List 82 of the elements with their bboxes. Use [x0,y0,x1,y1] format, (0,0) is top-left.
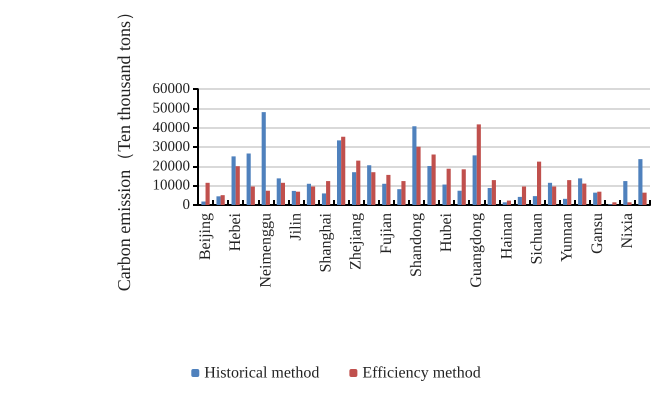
bar [292,190,296,205]
y-tick-label: 10000 [152,178,190,194]
bar [442,184,447,205]
bar [492,180,496,205]
bar [322,193,326,205]
bar [266,190,270,205]
x-tick-label: Zhejiang [348,213,365,270]
legend-label: Efficiency method [362,364,481,382]
y-tick-label: 60000 [152,81,190,98]
x-tick-label: Nixia [618,213,636,249]
bar [296,192,300,205]
bar [236,166,240,205]
bar [597,192,602,205]
bar [432,154,436,205]
bar [488,188,492,205]
y-tick-label: 20000 [152,158,190,174]
bar [502,202,507,205]
bar [276,178,281,205]
bar [262,112,266,205]
bar [582,184,586,205]
bar [548,182,552,205]
bar [537,162,542,205]
x-tick-label: Sichuan [528,213,546,265]
bar [446,168,451,205]
bar [623,181,628,205]
bar [472,155,477,205]
bar [567,180,572,205]
bar [382,184,386,205]
x-tick-label: Fujian [378,213,395,254]
bar [532,196,537,205]
y-axis-title: Carbon emission（Ten thousand tons） [114,2,134,292]
bar [341,136,346,205]
legend-label: Historical method [204,364,320,382]
y-tick-label: 40000 [152,120,190,136]
x-tick-label: Guangdong [468,213,486,288]
x-tick-label: Yunnan [558,213,576,262]
bar [311,186,316,205]
y-tick-label: 50000 [152,100,190,117]
bar [401,181,406,205]
bar [326,181,330,205]
bar [638,159,642,205]
x-tick-label: Hebei [227,212,244,252]
y-tick-label: 30000 [152,139,190,156]
bar [578,178,582,205]
x-tick-label: Hubei [438,212,456,252]
bar [522,186,526,205]
bar [476,124,481,205]
x-tick-label: Beijing [197,213,214,260]
bar [593,192,598,205]
bar [367,165,372,205]
bar [352,172,356,205]
x-tick-label: Hainan [498,213,516,260]
bar [306,184,311,205]
x-tick-label: Shandong [408,213,425,277]
bar [552,186,556,205]
bar [462,169,466,205]
bar [232,156,236,205]
y-tick-label: 0 [182,197,190,213]
bar [220,195,225,205]
bar [506,200,512,205]
x-tick-label: Neimenggu [257,213,274,288]
bar [397,189,402,205]
bar [386,174,390,205]
bar [371,172,376,205]
x-tick-label: Jilin [287,213,304,241]
bar [642,192,647,205]
bar [216,196,221,205]
bar [201,202,206,205]
bar [427,166,432,205]
bar [246,153,251,205]
x-tick-label: Gansu [588,213,606,254]
bar [458,190,462,205]
bar [206,182,210,205]
bar [412,126,416,205]
bar [280,182,286,205]
bar [336,140,342,205]
bar [416,146,421,205]
bar [250,186,255,205]
bar [518,196,522,205]
bar [562,198,568,205]
bar [356,160,360,205]
x-tick-label: Shanghai [318,212,335,273]
